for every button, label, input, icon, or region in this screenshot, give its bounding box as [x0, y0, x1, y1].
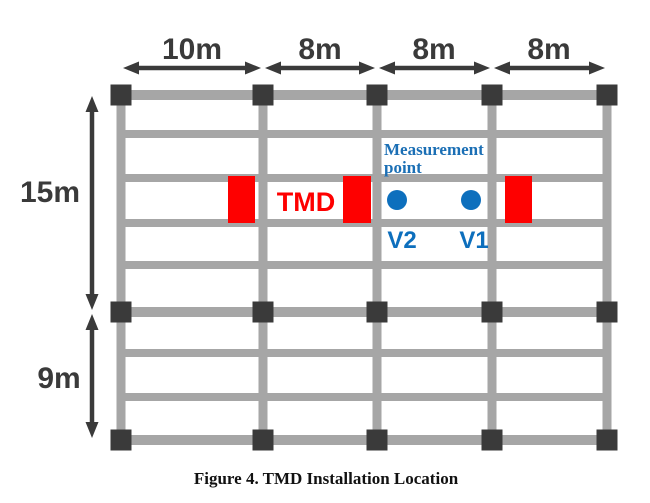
column-marker: [481, 429, 503, 451]
measurement-point-label-line2: point: [384, 158, 422, 177]
top-dimension-label-8m-2: 8m: [412, 33, 455, 66]
column-markers: [110, 84, 618, 451]
column-marker: [481, 84, 503, 106]
column-marker: [110, 429, 132, 451]
column-marker: [252, 301, 274, 323]
column-marker: [252, 84, 274, 106]
dimension-arrow-8m-2: [379, 61, 490, 75]
left-dimension-arrows: [85, 96, 99, 438]
column-marker: [366, 429, 388, 451]
column-marker: [596, 84, 618, 106]
secondary-beams: [121, 130, 607, 401]
column-marker: [596, 429, 618, 451]
top-dimension-label-8m-1: 8m: [298, 33, 341, 66]
dimension-arrow-15m: [85, 96, 99, 310]
column-marker: [366, 84, 388, 106]
top-dimension-label-8m-3: 8m: [527, 33, 570, 66]
tmd-damper-marker: [228, 176, 255, 223]
dimension-arrow-8m-3: [494, 61, 605, 75]
left-dimension-label-9m: 9m: [37, 362, 80, 395]
top-dimension-arrows: [123, 61, 605, 75]
column-lines: [116, 95, 612, 440]
dimension-arrow-10m: [123, 61, 261, 75]
tmd-damper-marker: [505, 176, 532, 223]
top-dimension-label-10m: 10m: [162, 33, 222, 66]
dimension-arrow-8m-1: [265, 61, 375, 75]
sensor-label-v2: V2: [387, 227, 416, 254]
measurement-point-label-line1: Measurement: [384, 140, 484, 159]
dimension-arrow-9m: [85, 314, 99, 438]
column-marker: [596, 301, 618, 323]
main-beams: [116, 90, 612, 445]
tmd-label: TMD: [277, 187, 335, 217]
column-marker: [110, 301, 132, 323]
left-dimension-label-15m: 15m: [20, 176, 80, 209]
column-marker: [110, 84, 132, 106]
tmd-markers: [228, 176, 532, 223]
figure-caption: Figure 4. TMD Installation Location: [194, 469, 459, 488]
measurement-point-v1-icon: [461, 190, 481, 210]
column-marker: [366, 301, 388, 323]
measurement-point-v2-icon: [387, 190, 407, 210]
tmd-damper-marker: [343, 176, 371, 223]
column-marker: [252, 429, 274, 451]
sensor-label-v1: V1: [459, 227, 488, 254]
column-marker: [481, 301, 503, 323]
